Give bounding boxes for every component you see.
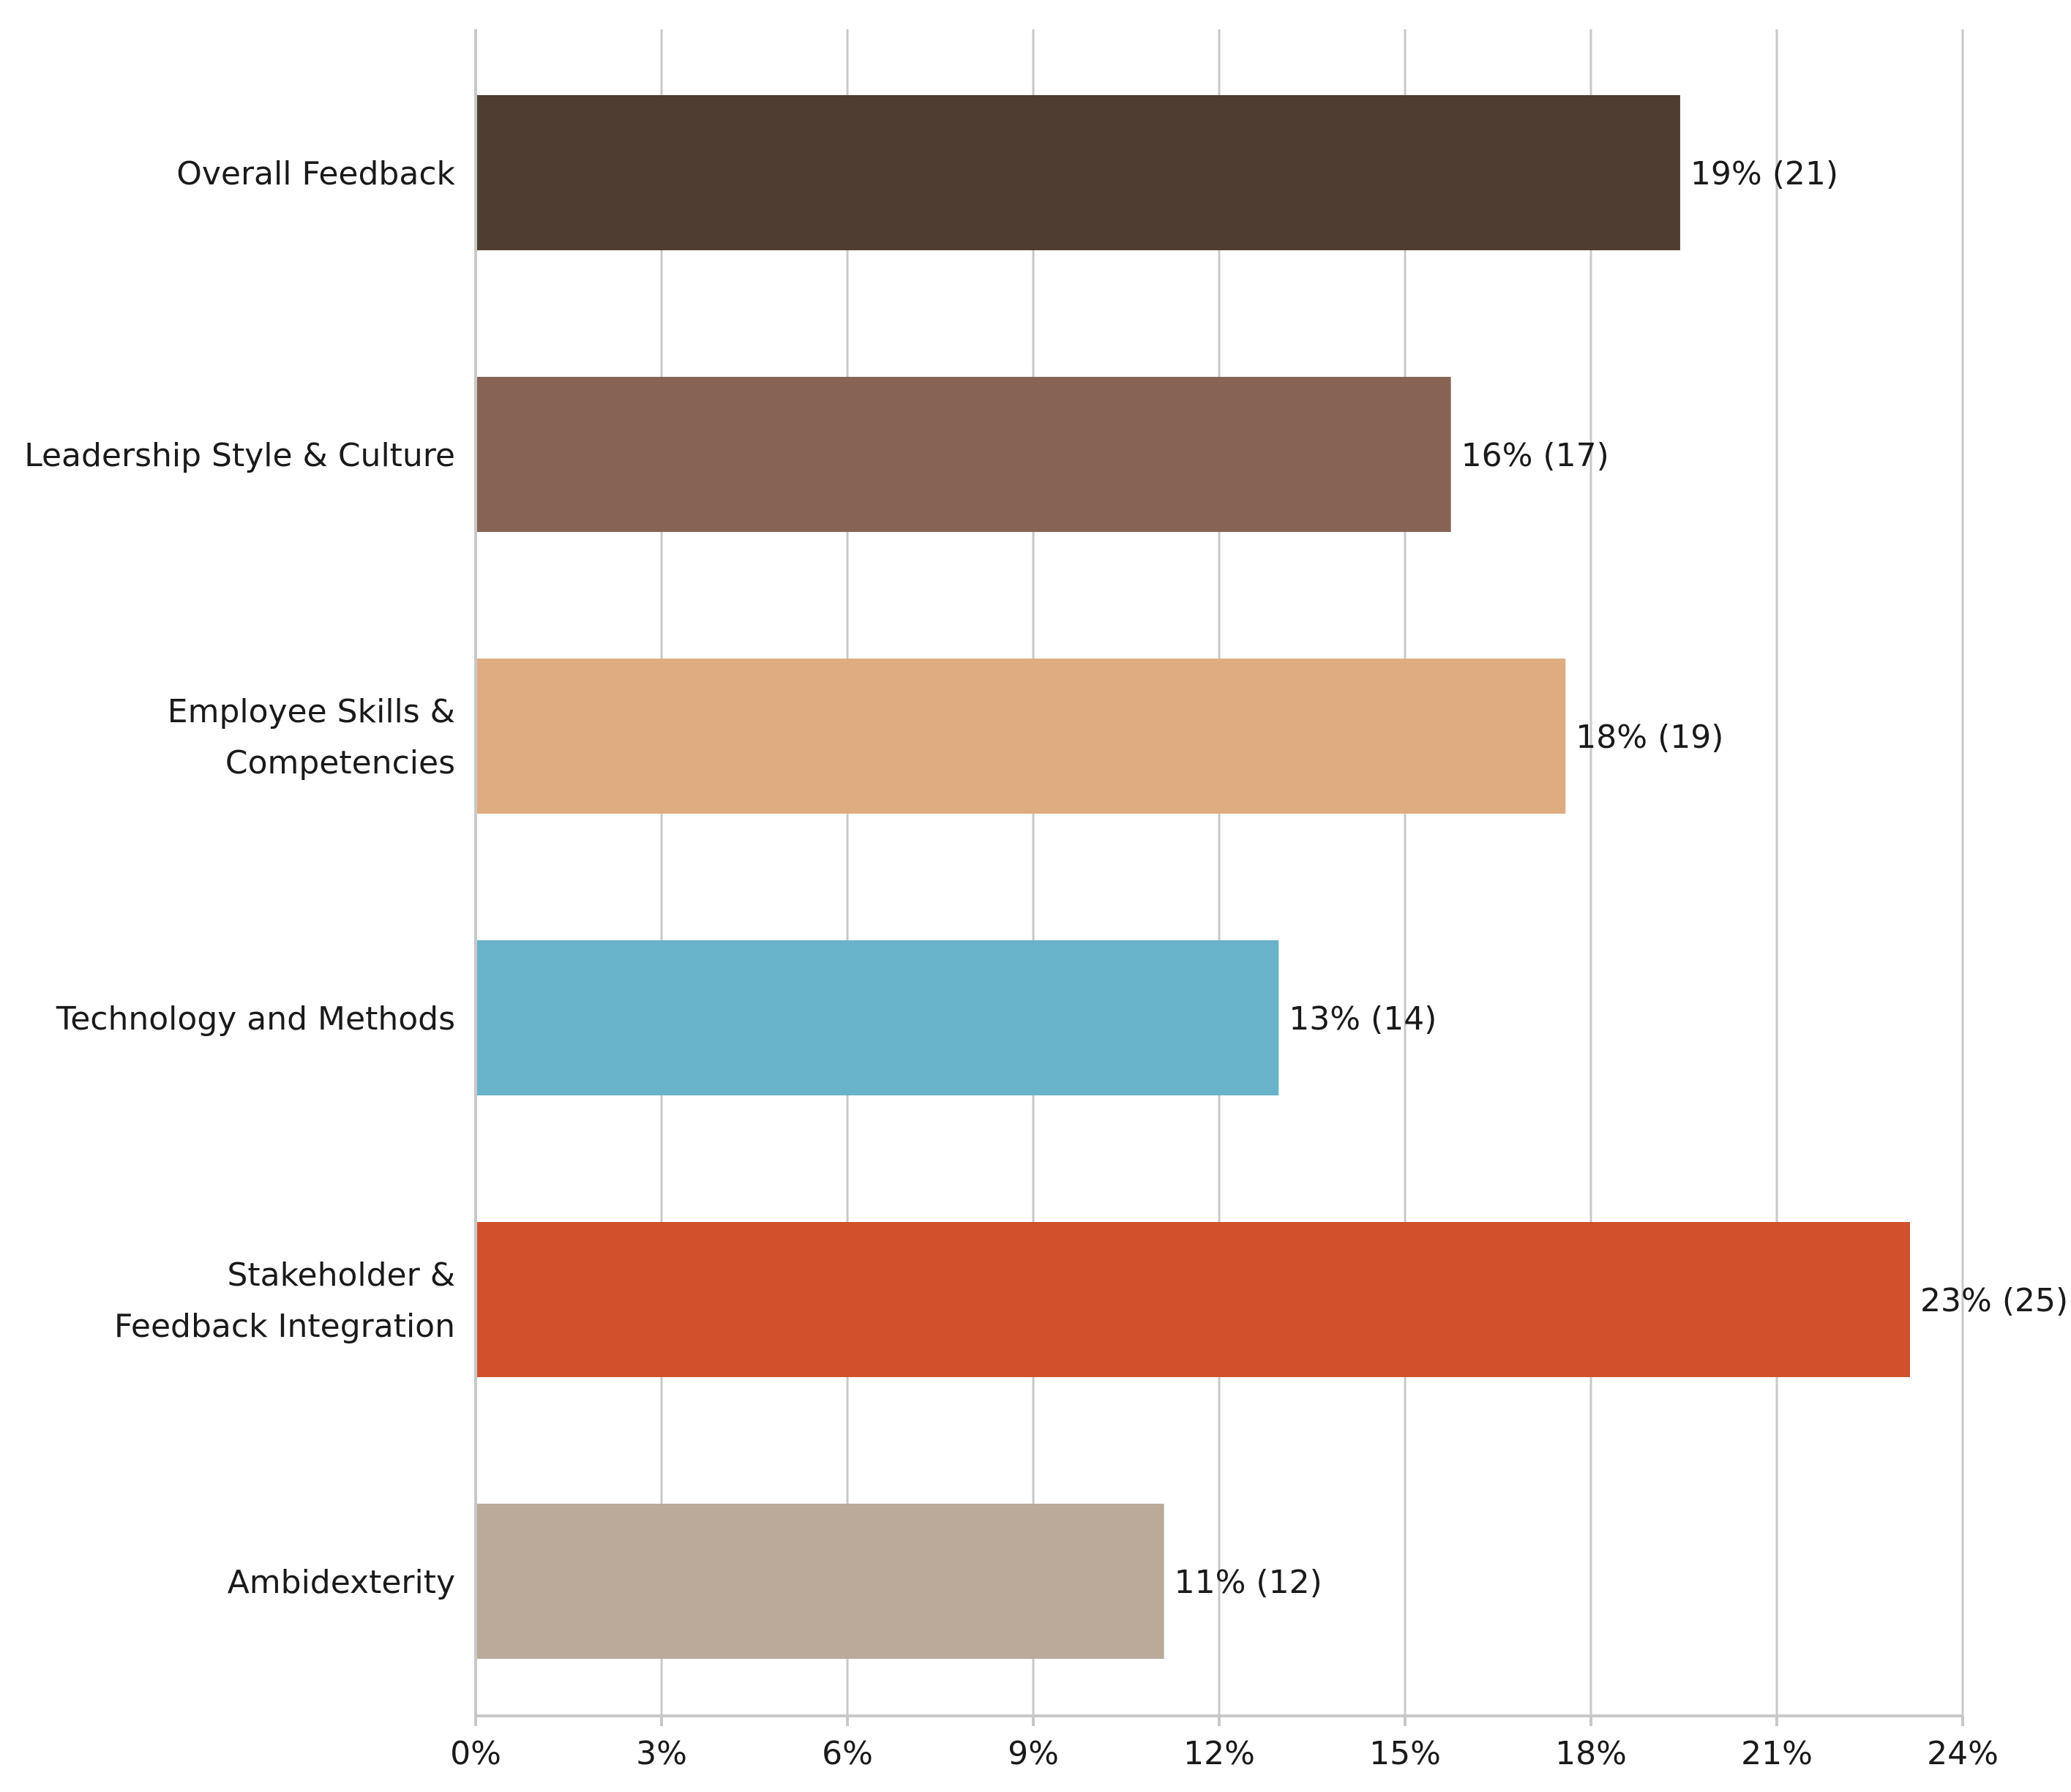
x-tick-label: 0% [450, 1735, 501, 1772]
bar [476, 95, 1680, 250]
bar [476, 1222, 1911, 1377]
bars [476, 95, 1911, 1659]
grid-lines [660, 29, 1964, 1716]
category-label: Ambidexterity [228, 1564, 455, 1601]
bar [476, 659, 1566, 814]
category-label: Competencies [225, 744, 455, 781]
category-label: Technology and Methods [56, 1000, 455, 1038]
x-tick-label: 15% [1369, 1735, 1441, 1772]
labels: 0% 3% 6% 9% 12% 15% 18% 21% 24% Overall Feedback 1… [24, 155, 2068, 1772]
axes [474, 29, 1964, 1726]
category-label: Employee Skills & [168, 693, 455, 730]
category-label: Overall Feedback [176, 155, 455, 192]
value-label: 19% (21) [1690, 155, 1838, 192]
value-label: 16% (17) [1461, 437, 1609, 474]
x-tick-label: 18% [1555, 1735, 1627, 1772]
bar [476, 940, 1279, 1095]
x-tick-label: 21% [1741, 1735, 1813, 1772]
x-tick-label: 24% [1927, 1735, 1999, 1772]
value-label: 18% (19) [1576, 719, 1723, 756]
value-label: 23% (25) [1920, 1282, 2068, 1319]
bar [476, 1504, 1164, 1659]
category-label: Feedback Integration [114, 1308, 455, 1345]
bar [476, 377, 1451, 532]
x-tick-label: 9% [1008, 1735, 1059, 1772]
category-label: Leadership Style & Culture [24, 437, 455, 474]
x-tick-label: 3% [636, 1735, 687, 1772]
value-label: 13% (14) [1289, 1000, 1437, 1038]
value-label: 11% (12) [1175, 1564, 1322, 1601]
x-tick-label: 12% [1183, 1735, 1255, 1772]
x-tick-label: 6% [822, 1735, 873, 1772]
category-label: Stakeholder & [227, 1256, 455, 1294]
